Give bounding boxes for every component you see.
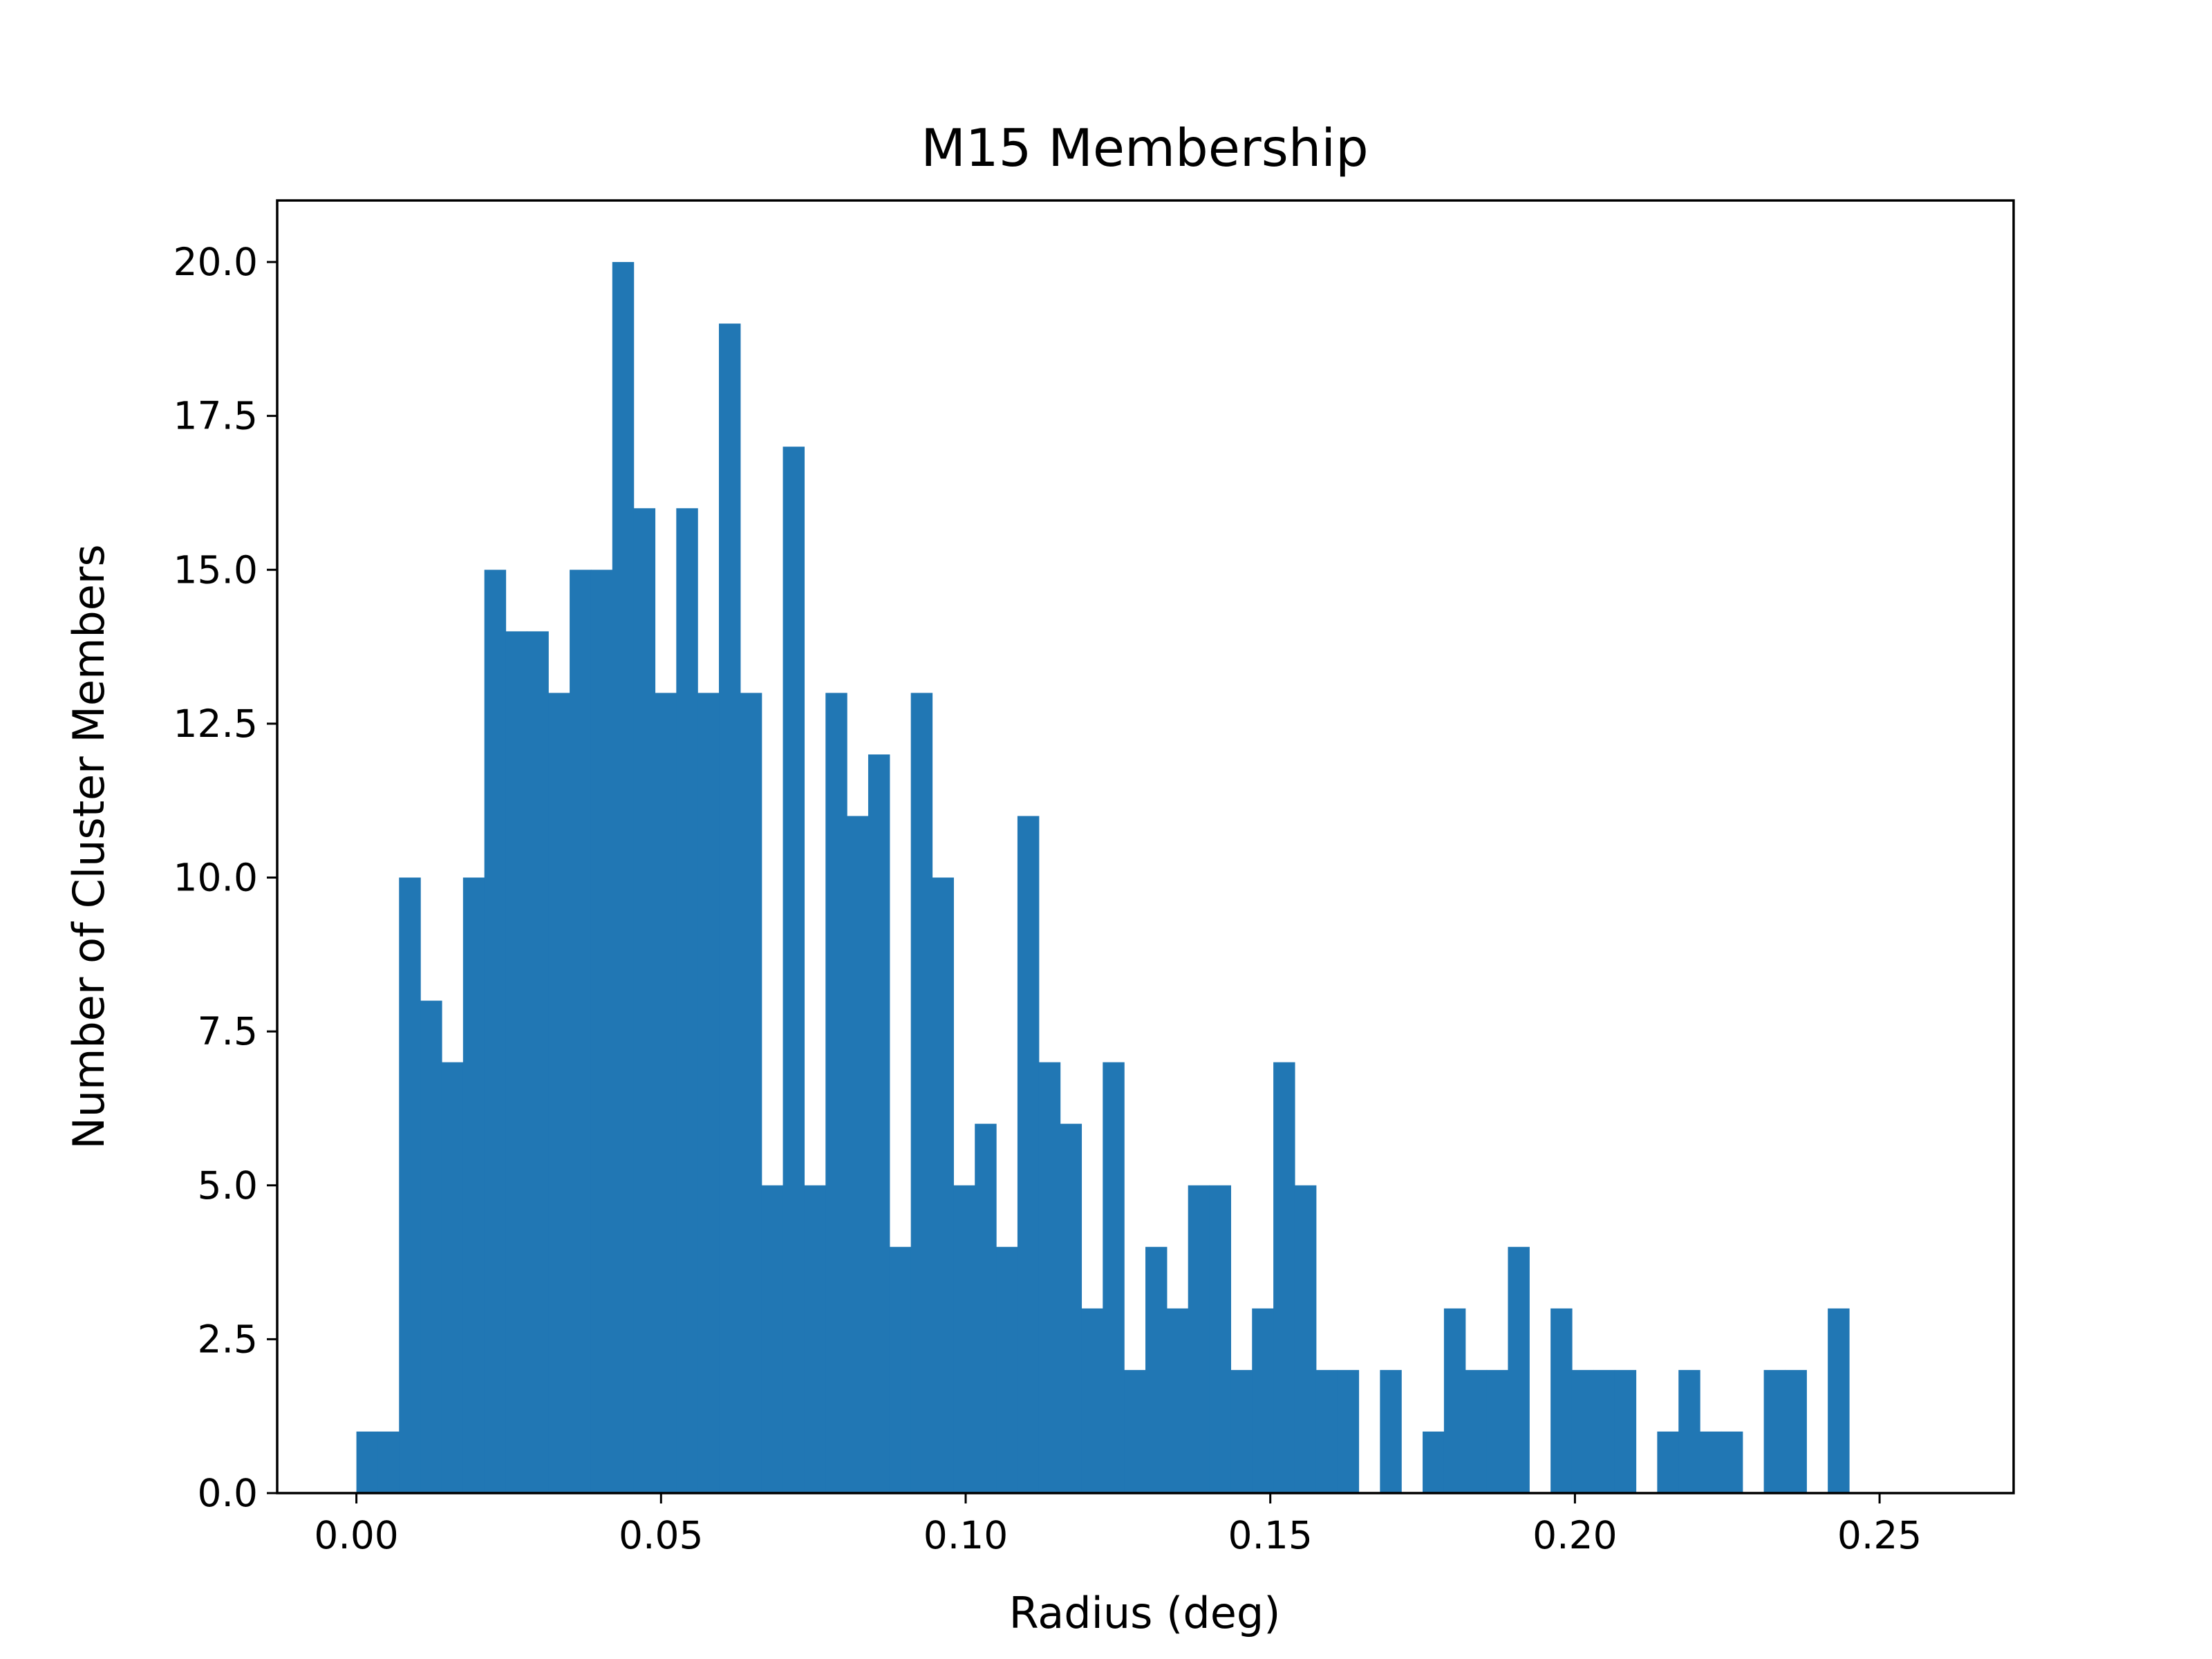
histogram-bar: [697, 693, 720, 1493]
histogram-bar: [953, 1185, 975, 1493]
histogram-bar: [975, 1123, 997, 1493]
y-tick-label: 2.5: [198, 1317, 258, 1361]
histogram-bar: [1038, 1062, 1061, 1493]
x-tick-label: 0.25: [1837, 1513, 1922, 1557]
histogram-bar: [847, 816, 869, 1493]
x-tick-label: 0.15: [1228, 1513, 1312, 1557]
histogram-bar: [1700, 1431, 1722, 1493]
histogram-bar: [1443, 1308, 1466, 1493]
histogram-bar: [1252, 1308, 1274, 1493]
histogram-bar: [1657, 1431, 1679, 1493]
x-tick-label: 0.10: [924, 1513, 1008, 1557]
histogram-bar: [548, 693, 570, 1493]
histogram-bar: [1571, 1369, 1594, 1493]
histogram-bar: [1465, 1369, 1488, 1493]
histogram-bar: [1230, 1369, 1253, 1493]
histogram-bar: [782, 447, 805, 1494]
histogram-bar: [740, 693, 762, 1493]
x-tick-label: 0.20: [1533, 1513, 1617, 1557]
plot-frame: [276, 199, 2015, 1494]
histogram-bar: [719, 324, 741, 1494]
histogram-bar: [1337, 1369, 1360, 1493]
chart-title: M15 Membership: [921, 118, 1369, 178]
histogram-bar: [1209, 1185, 1231, 1493]
histogram-bar: [1294, 1185, 1317, 1493]
histogram-bar: [590, 570, 613, 1493]
histogram-bar: [1508, 1246, 1530, 1493]
histogram-bar: [462, 877, 485, 1493]
histogram-bar: [1593, 1369, 1615, 1493]
y-tick-label: 20.0: [174, 240, 258, 284]
histogram-bar: [1721, 1431, 1743, 1493]
histogram-bar: [505, 631, 527, 1493]
histogram-bar: [1763, 1369, 1786, 1493]
histogram-bar: [420, 1000, 442, 1493]
y-axis-label: Number of Cluster Members: [64, 544, 114, 1149]
histogram-bar: [612, 262, 635, 1493]
histogram-bar: [996, 1246, 1018, 1493]
histogram-bar: [889, 1246, 912, 1493]
histogram-bar: [910, 693, 933, 1493]
histogram-bar: [570, 570, 592, 1493]
y-tick-label: 0.0: [198, 1471, 258, 1515]
y-tick-label: 12.5: [174, 702, 258, 746]
histogram-bar: [1486, 1369, 1509, 1493]
x-axis-label: Radius (deg): [1009, 1588, 1281, 1638]
histogram-bar: [1678, 1369, 1700, 1493]
histogram-bar: [441, 1062, 464, 1493]
histogram-bar: [1315, 1369, 1338, 1493]
histogram-bar: [633, 508, 656, 1493]
histogram-bar: [1828, 1308, 1850, 1493]
y-tick-label: 10.0: [174, 856, 258, 900]
y-tick-label: 17.5: [174, 394, 258, 438]
histogram-bar: [1550, 1308, 1573, 1493]
histogram-bar: [377, 1431, 400, 1493]
histogram-bar: [1188, 1185, 1210, 1493]
histogram-bar: [655, 693, 677, 1493]
histogram-bar: [1081, 1308, 1103, 1493]
x-axis-ticks: 0.00 0.05 0.10 0.15 0.20 0.25: [314, 1493, 1922, 1557]
histogram-bar: [1060, 1123, 1082, 1493]
bars-group: [356, 262, 1850, 1494]
x-tick-label: 0.05: [619, 1513, 703, 1557]
histogram-bar: [825, 693, 847, 1493]
histogram-bar: [1423, 1431, 1445, 1493]
histogram-bar: [399, 877, 421, 1493]
histogram-bar: [761, 1185, 784, 1493]
histogram-bar: [1273, 1062, 1295, 1493]
histogram-bar: [804, 1185, 826, 1493]
histogram-bar: [932, 877, 954, 1493]
histogram-bar: [484, 570, 507, 1493]
histogram-bar: [1017, 816, 1040, 1493]
histogram-bar: [356, 1431, 379, 1493]
y-tick-label: 5.0: [198, 1163, 258, 1208]
y-tick-label: 15.0: [174, 547, 258, 592]
histogram-bar: [1124, 1369, 1146, 1493]
histogram-bar: [1103, 1062, 1125, 1493]
histogram-bar: [1166, 1308, 1189, 1493]
histogram-bar: [527, 631, 549, 1493]
histogram-bar: [1145, 1246, 1168, 1493]
histogram-bar: [1614, 1369, 1637, 1493]
histogram-bar: [1380, 1369, 1402, 1493]
histogram-bar: [676, 508, 698, 1493]
histogram-bar: [868, 754, 890, 1493]
y-axis-ticks: 0.0 2.5 5.0 7.5 10.0 12.5 15.0 17.5 20.0: [174, 240, 277, 1515]
histogram-bar: [1785, 1369, 1807, 1493]
y-tick-label: 7.5: [198, 1009, 258, 1053]
x-tick-label: 0.00: [314, 1513, 398, 1557]
